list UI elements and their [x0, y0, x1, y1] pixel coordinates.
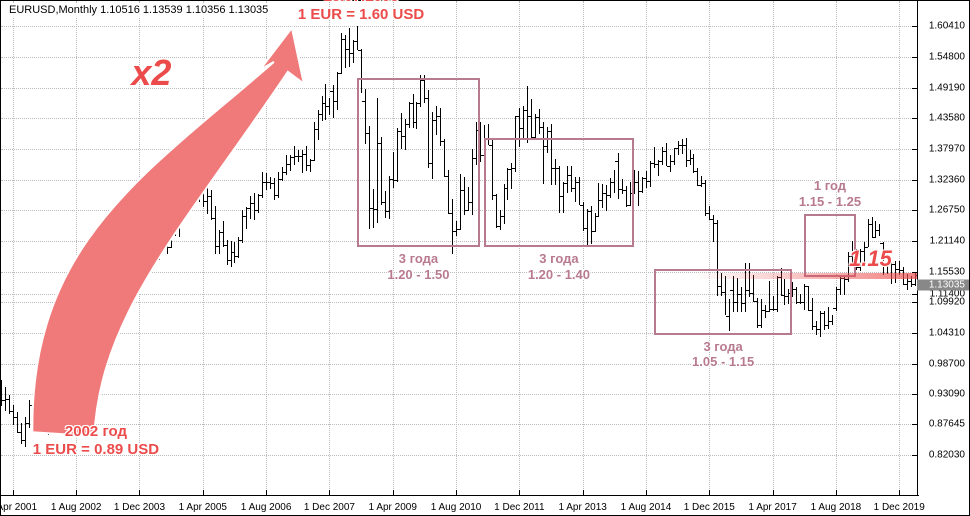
range-annot: 3 года 1.20 - 1.40	[509, 251, 609, 282]
y-axis-label: 0.87645	[929, 419, 965, 430]
x-axis-label: 1 Aug 2010	[431, 502, 482, 513]
title-bar: EURUSD,Monthly 1.10516 1.13539 1.10356 1…	[5, 3, 272, 17]
price-tag: 1.13035	[917, 280, 969, 291]
x-axis-label: 1 Dec 2007	[304, 502, 355, 513]
x-axis-label: 1 Aug 2006	[241, 502, 292, 513]
x-axis-label: 1 Aug 2018	[811, 502, 862, 513]
y-axis-label: 1.54800	[929, 51, 965, 62]
range-annot: 3 года 1.20 - 1.50	[368, 251, 468, 282]
y-axis-label: 1.26750	[929, 205, 965, 216]
range-annot: 3 года 1.05 - 1.15	[673, 339, 773, 370]
callout: 15.07.2008 1 EUR = 1.60 USD	[271, 0, 451, 24]
callout: 2002 год 1 EUR = 0.89 USD	[6, 423, 186, 459]
range-annot: 1 год 1.15 - 1.25	[780, 178, 880, 209]
y-axis-label: 1.49190	[929, 82, 965, 93]
price-line-label: 1.15	[849, 246, 892, 272]
y-axis-label: 1.21140	[930, 235, 965, 246]
y-axis-label: 0.82030	[929, 449, 965, 460]
callout: x2	[61, 51, 241, 94]
x-axis-label: 1 Dec 2003	[114, 502, 165, 513]
y-axis-label: 1.15530	[929, 266, 965, 277]
x-axis-label: 1 Apr 2013	[558, 502, 606, 513]
x-axis-label: 1 Dec 2015	[684, 502, 735, 513]
x-axis-label: 1 Dec 2019	[874, 502, 925, 513]
y-axis-label: 1.37970	[929, 143, 965, 154]
x-axis-label: 1 Dec 2011	[494, 502, 544, 513]
plot-area: 3 года 1.20 - 1.50 3 года 1.20 - 1.40 3 го…	[1, 1, 919, 497]
x-axis-label: 1 Apr 2001	[0, 502, 37, 513]
y-axis-label: 1.04310	[929, 328, 965, 339]
x-axis-label: 1 Aug 2014	[621, 502, 672, 513]
x-axis-label: 1 Apr 2005	[179, 502, 227, 513]
x-axis-label: 1 Apr 2017	[748, 502, 796, 513]
y-axis-label: 1.32360	[929, 174, 965, 185]
x-axis-label: 1 Apr 2009	[369, 502, 417, 513]
chart-root: EURUSD,Monthly 1.10516 1.13539 1.10356 1…	[0, 0, 970, 516]
y-axis: 0.820300.876450.930900.987001.043101.099…	[917, 1, 969, 497]
y-axis-label: 0.93090	[929, 389, 965, 400]
x-axis: 1 Apr 2001 1 Aug 2002 1 Dec 2003 1 Apr 2005…	[1, 495, 919, 515]
y-axis-label: 0.98700	[929, 358, 965, 369]
y-axis-label: 1.60410	[929, 21, 965, 32]
x-axis-label: 1 Aug 2002	[51, 502, 102, 513]
y-axis-label: 1.43580	[929, 113, 965, 124]
